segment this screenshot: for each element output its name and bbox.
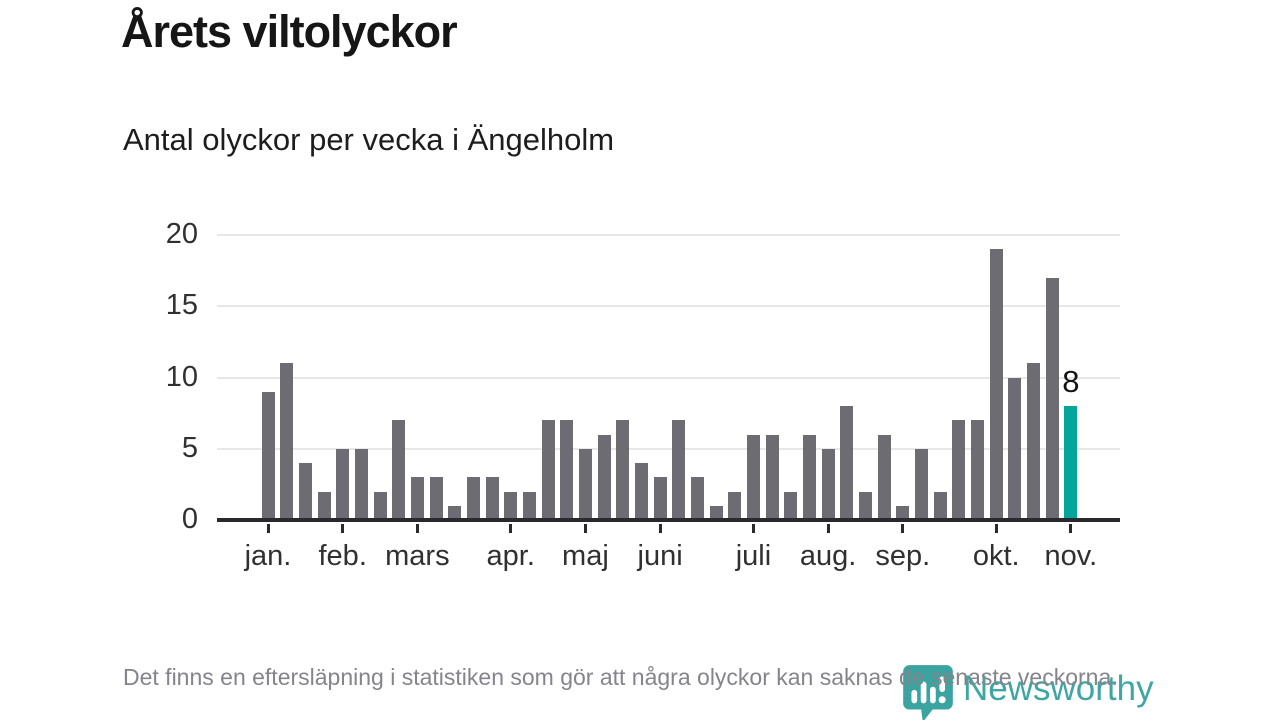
x-axis-label: apr. bbox=[486, 540, 535, 572]
y-axis-label: 15 bbox=[165, 289, 198, 322]
bar bbox=[989, 249, 1003, 520]
axis-tick bbox=[826, 524, 830, 533]
axis-tick bbox=[341, 524, 345, 533]
x-axis-label: nov. bbox=[1044, 540, 1098, 572]
bar bbox=[690, 477, 704, 520]
bar bbox=[280, 363, 294, 520]
axis-tick bbox=[1069, 524, 1073, 533]
bar-chart: 8 0 5 10 15 20 jan. feb. mars apr. maj juni juli aug… bbox=[0, 218, 1280, 572]
bar bbox=[504, 491, 518, 520]
bar bbox=[597, 434, 611, 520]
x-axis-label: jan. bbox=[244, 540, 292, 572]
bar bbox=[821, 448, 835, 520]
bar bbox=[373, 491, 387, 520]
gridline bbox=[217, 305, 1120, 308]
y-axis-label: 0 bbox=[181, 503, 198, 535]
highlight-bar bbox=[1064, 406, 1078, 520]
axis-tick bbox=[994, 524, 998, 533]
bar bbox=[933, 491, 947, 520]
axis-tick bbox=[583, 524, 587, 533]
axis-tick bbox=[266, 524, 270, 533]
axis-tick bbox=[658, 524, 662, 533]
x-axis-label: sep. bbox=[875, 540, 931, 572]
bar bbox=[709, 505, 723, 520]
bar bbox=[784, 491, 798, 520]
axis-tick bbox=[415, 524, 419, 533]
bar-value-label: 8 bbox=[1062, 364, 1080, 399]
bar bbox=[466, 477, 480, 520]
bar bbox=[560, 420, 574, 520]
x-axis-label: aug. bbox=[799, 540, 857, 572]
bar bbox=[410, 477, 424, 520]
y-axis-label: 10 bbox=[165, 360, 198, 393]
x-axis-label: juli bbox=[735, 540, 772, 572]
y-axis-label: 20 bbox=[165, 218, 198, 250]
bar bbox=[616, 420, 630, 520]
bar bbox=[840, 406, 854, 520]
bar bbox=[261, 391, 275, 520]
bar bbox=[728, 491, 742, 520]
bar bbox=[877, 434, 891, 520]
axis-tick bbox=[901, 524, 905, 533]
bar bbox=[1008, 377, 1022, 520]
bar bbox=[354, 448, 368, 520]
bar bbox=[578, 448, 592, 520]
bar bbox=[672, 420, 686, 520]
bar bbox=[448, 505, 462, 520]
bar bbox=[298, 463, 312, 520]
axis-tick bbox=[751, 524, 755, 533]
gridline bbox=[217, 234, 1120, 236]
x-axis-label: mars bbox=[385, 540, 450, 572]
newsworthy-wordmark: Newsworthy bbox=[963, 669, 1154, 708]
y-axis-label: 5 bbox=[181, 431, 198, 464]
bar bbox=[896, 505, 910, 520]
x-axis-label: feb. bbox=[318, 540, 367, 572]
bar bbox=[859, 491, 872, 520]
newsworthy-logo-icon bbox=[901, 663, 955, 720]
chart-subtitle: Antal olyckor per vecka i Ängelholm bbox=[123, 122, 615, 157]
bar bbox=[802, 434, 816, 520]
x-axis-label: maj bbox=[562, 540, 609, 572]
bar bbox=[653, 477, 667, 520]
gridline bbox=[217, 376, 1120, 379]
axis-tick bbox=[509, 524, 513, 533]
bar bbox=[392, 420, 406, 520]
plot-area: 8 bbox=[217, 234, 1120, 533]
x-axis-baseline bbox=[217, 518, 1120, 522]
bar bbox=[336, 448, 350, 520]
x-axis-label: juni bbox=[637, 540, 683, 572]
page-title: Årets viltolyckor bbox=[121, 6, 458, 57]
bar bbox=[634, 463, 648, 520]
bar bbox=[971, 420, 985, 520]
gridline bbox=[217, 447, 1120, 450]
bar bbox=[522, 491, 536, 520]
footnote: Det finns en eftersläpning i statistiken… bbox=[123, 664, 1118, 690]
bar bbox=[952, 420, 966, 520]
bar bbox=[485, 477, 499, 520]
bar bbox=[317, 491, 331, 520]
bar bbox=[429, 477, 443, 520]
x-axis-label: okt. bbox=[972, 540, 1020, 572]
bar bbox=[541, 420, 555, 520]
bar bbox=[765, 434, 779, 520]
bar bbox=[1045, 277, 1059, 520]
bar bbox=[746, 434, 760, 520]
newsworthy-logo: Newsworthy bbox=[901, 663, 1154, 720]
bar bbox=[915, 448, 929, 520]
bar bbox=[1027, 363, 1041, 520]
